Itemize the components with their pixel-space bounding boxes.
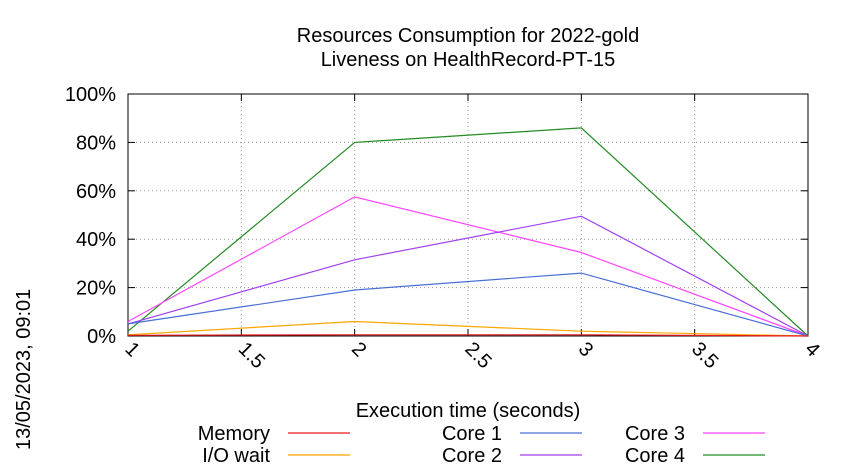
legend-label-core-2: Core 2: [442, 445, 502, 467]
x-tick-label: 4: [800, 338, 823, 361]
y-tick-label: 100%: [65, 84, 116, 106]
x-tick-label: 2: [347, 338, 370, 361]
series-line-core-1: [127, 272, 809, 337]
legend-label-i-o-wait: I/O wait: [202, 445, 270, 467]
x-tick-label: 3: [574, 338, 597, 361]
series-line-core-4: [127, 127, 809, 337]
legend-label-memory: Memory: [198, 423, 270, 445]
y-tick-label: 20%: [76, 278, 116, 300]
y-tick-label: 60%: [76, 181, 116, 203]
y-tick-label: 0%: [87, 326, 116, 348]
x-tick-label: 1.5: [234, 338, 269, 373]
chart-title-line-2: Liveness on HealthRecord-PT-15: [321, 49, 616, 71]
series-line-i-o-wait: [127, 320, 809, 337]
side-timestamp: 13/05/2023, 09:01: [13, 289, 35, 450]
series-line-core-2: [127, 215, 809, 337]
legend-label-core-4: Core 4: [625, 445, 685, 467]
axis-ticks: 0% 20% 40% 60% 80% 100% 1 1.5 2 2.5 3 3.5 4: [65, 84, 824, 373]
legend-label-core-3: Core 3: [625, 423, 685, 445]
y-tick-label: 80%: [76, 132, 116, 154]
x-axis-label: Execution time (seconds): [356, 400, 581, 422]
y-tick-label: 40%: [76, 229, 116, 251]
x-tick-label: 1: [120, 338, 143, 361]
series-line-memory: [127, 334, 809, 337]
x-tick-label: 3.5: [687, 338, 722, 373]
chart-title-line-1: Resources Consumption for 2022-gold: [297, 25, 639, 47]
legend-label-core-1: Core 1: [442, 423, 502, 445]
x-tick-label: 2.5: [460, 338, 495, 373]
series-line-core-3: [127, 196, 809, 337]
series-lines: [127, 127, 809, 337]
grid-lines: [128, 94, 808, 336]
